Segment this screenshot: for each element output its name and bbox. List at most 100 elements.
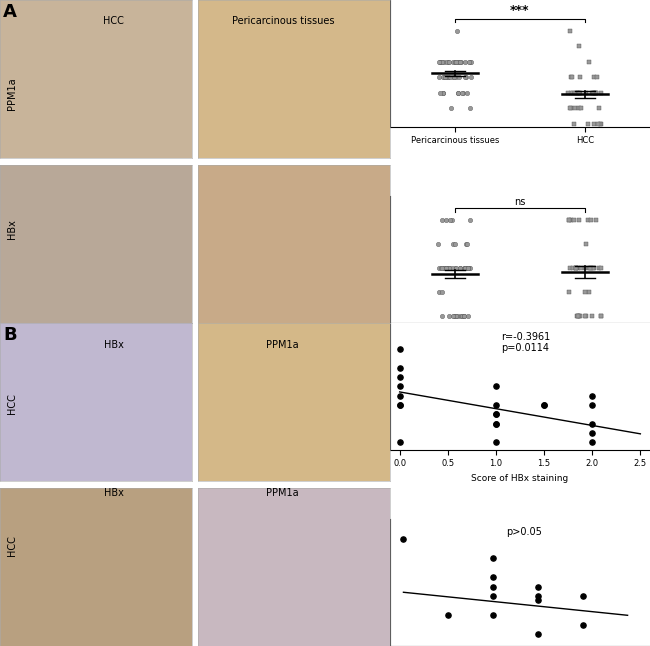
- Point: [595, 118, 606, 129]
- Point: [454, 263, 465, 273]
- Point: [569, 118, 580, 129]
- Point: [566, 103, 577, 113]
- Point: [434, 287, 444, 297]
- Point: [443, 610, 454, 620]
- Point: [433, 239, 443, 249]
- Text: Pericarcinous tissues: Pericarcinous tissues: [231, 16, 334, 26]
- Point: [575, 311, 586, 321]
- Point: [445, 72, 456, 83]
- Point: [395, 400, 405, 410]
- Text: ***: ***: [510, 4, 530, 17]
- Point: [448, 72, 459, 83]
- Point: [564, 103, 575, 113]
- Point: [580, 287, 590, 297]
- Point: [443, 57, 454, 67]
- Point: [533, 595, 543, 605]
- Point: [587, 390, 597, 401]
- Point: [539, 400, 549, 410]
- Point: [533, 591, 543, 601]
- Point: [574, 103, 584, 113]
- Point: [589, 118, 599, 129]
- Text: HCC: HCC: [6, 536, 17, 556]
- Point: [491, 381, 501, 391]
- Point: [443, 72, 453, 83]
- Point: [460, 57, 471, 67]
- Point: [464, 263, 474, 273]
- Point: [580, 311, 590, 321]
- Point: [587, 428, 597, 438]
- Point: [441, 215, 451, 225]
- Point: [441, 263, 451, 273]
- Point: [395, 344, 405, 354]
- Point: [440, 72, 450, 83]
- Point: [444, 263, 454, 273]
- Point: [573, 311, 584, 321]
- Point: [571, 263, 581, 273]
- Point: [491, 400, 501, 410]
- Point: [574, 311, 584, 321]
- Point: [451, 26, 462, 36]
- Point: [437, 72, 448, 83]
- Point: [460, 263, 471, 273]
- Point: [488, 572, 499, 582]
- Point: [450, 57, 461, 67]
- Point: [491, 409, 501, 419]
- Point: [575, 87, 586, 98]
- Point: [437, 287, 447, 297]
- Point: [454, 311, 465, 321]
- Point: [444, 311, 454, 321]
- Point: [439, 263, 450, 273]
- Point: [573, 311, 583, 321]
- Point: [575, 72, 586, 83]
- Point: [398, 534, 409, 544]
- Point: [584, 287, 594, 297]
- Point: [491, 419, 501, 429]
- Text: HBx: HBx: [104, 488, 124, 498]
- Point: [458, 87, 468, 98]
- Point: [450, 311, 460, 321]
- Point: [395, 400, 405, 410]
- Point: [445, 215, 455, 225]
- Point: [595, 118, 605, 129]
- Text: HBx: HBx: [104, 340, 124, 349]
- Text: PPM1a: PPM1a: [6, 78, 17, 110]
- Point: [572, 263, 582, 273]
- Point: [533, 581, 543, 592]
- Point: [579, 263, 590, 273]
- Point: [578, 591, 588, 601]
- Point: [587, 311, 597, 321]
- Point: [465, 215, 475, 225]
- Point: [434, 72, 444, 83]
- Point: [488, 610, 499, 620]
- Point: [395, 362, 405, 373]
- Point: [465, 57, 476, 67]
- Y-axis label: Score of HBx staining: Score of HBx staining: [352, 214, 361, 305]
- Point: [567, 87, 578, 98]
- Point: [454, 72, 464, 83]
- Y-axis label: Score of PPM1a staining: Score of PPM1a staining: [360, 13, 369, 114]
- Point: [589, 87, 599, 98]
- Point: [459, 311, 469, 321]
- Point: [462, 87, 473, 98]
- Point: [569, 103, 580, 113]
- Point: [583, 215, 593, 225]
- Point: [460, 263, 471, 273]
- Point: [491, 409, 501, 419]
- Point: [450, 263, 460, 273]
- Text: HCC: HCC: [103, 16, 124, 26]
- Point: [450, 311, 461, 321]
- Point: [439, 72, 450, 83]
- Text: ns: ns: [514, 197, 526, 207]
- Point: [459, 311, 469, 321]
- Text: B: B: [3, 326, 17, 344]
- Point: [445, 103, 456, 113]
- Point: [581, 87, 592, 98]
- Point: [593, 118, 604, 129]
- Point: [437, 215, 447, 225]
- Point: [395, 372, 405, 382]
- Point: [454, 57, 464, 67]
- Point: [453, 57, 463, 67]
- Y-axis label: PPM1a staining intensity: PPM1a staining intensity: [361, 531, 369, 634]
- Point: [463, 263, 474, 273]
- Point: [447, 311, 458, 321]
